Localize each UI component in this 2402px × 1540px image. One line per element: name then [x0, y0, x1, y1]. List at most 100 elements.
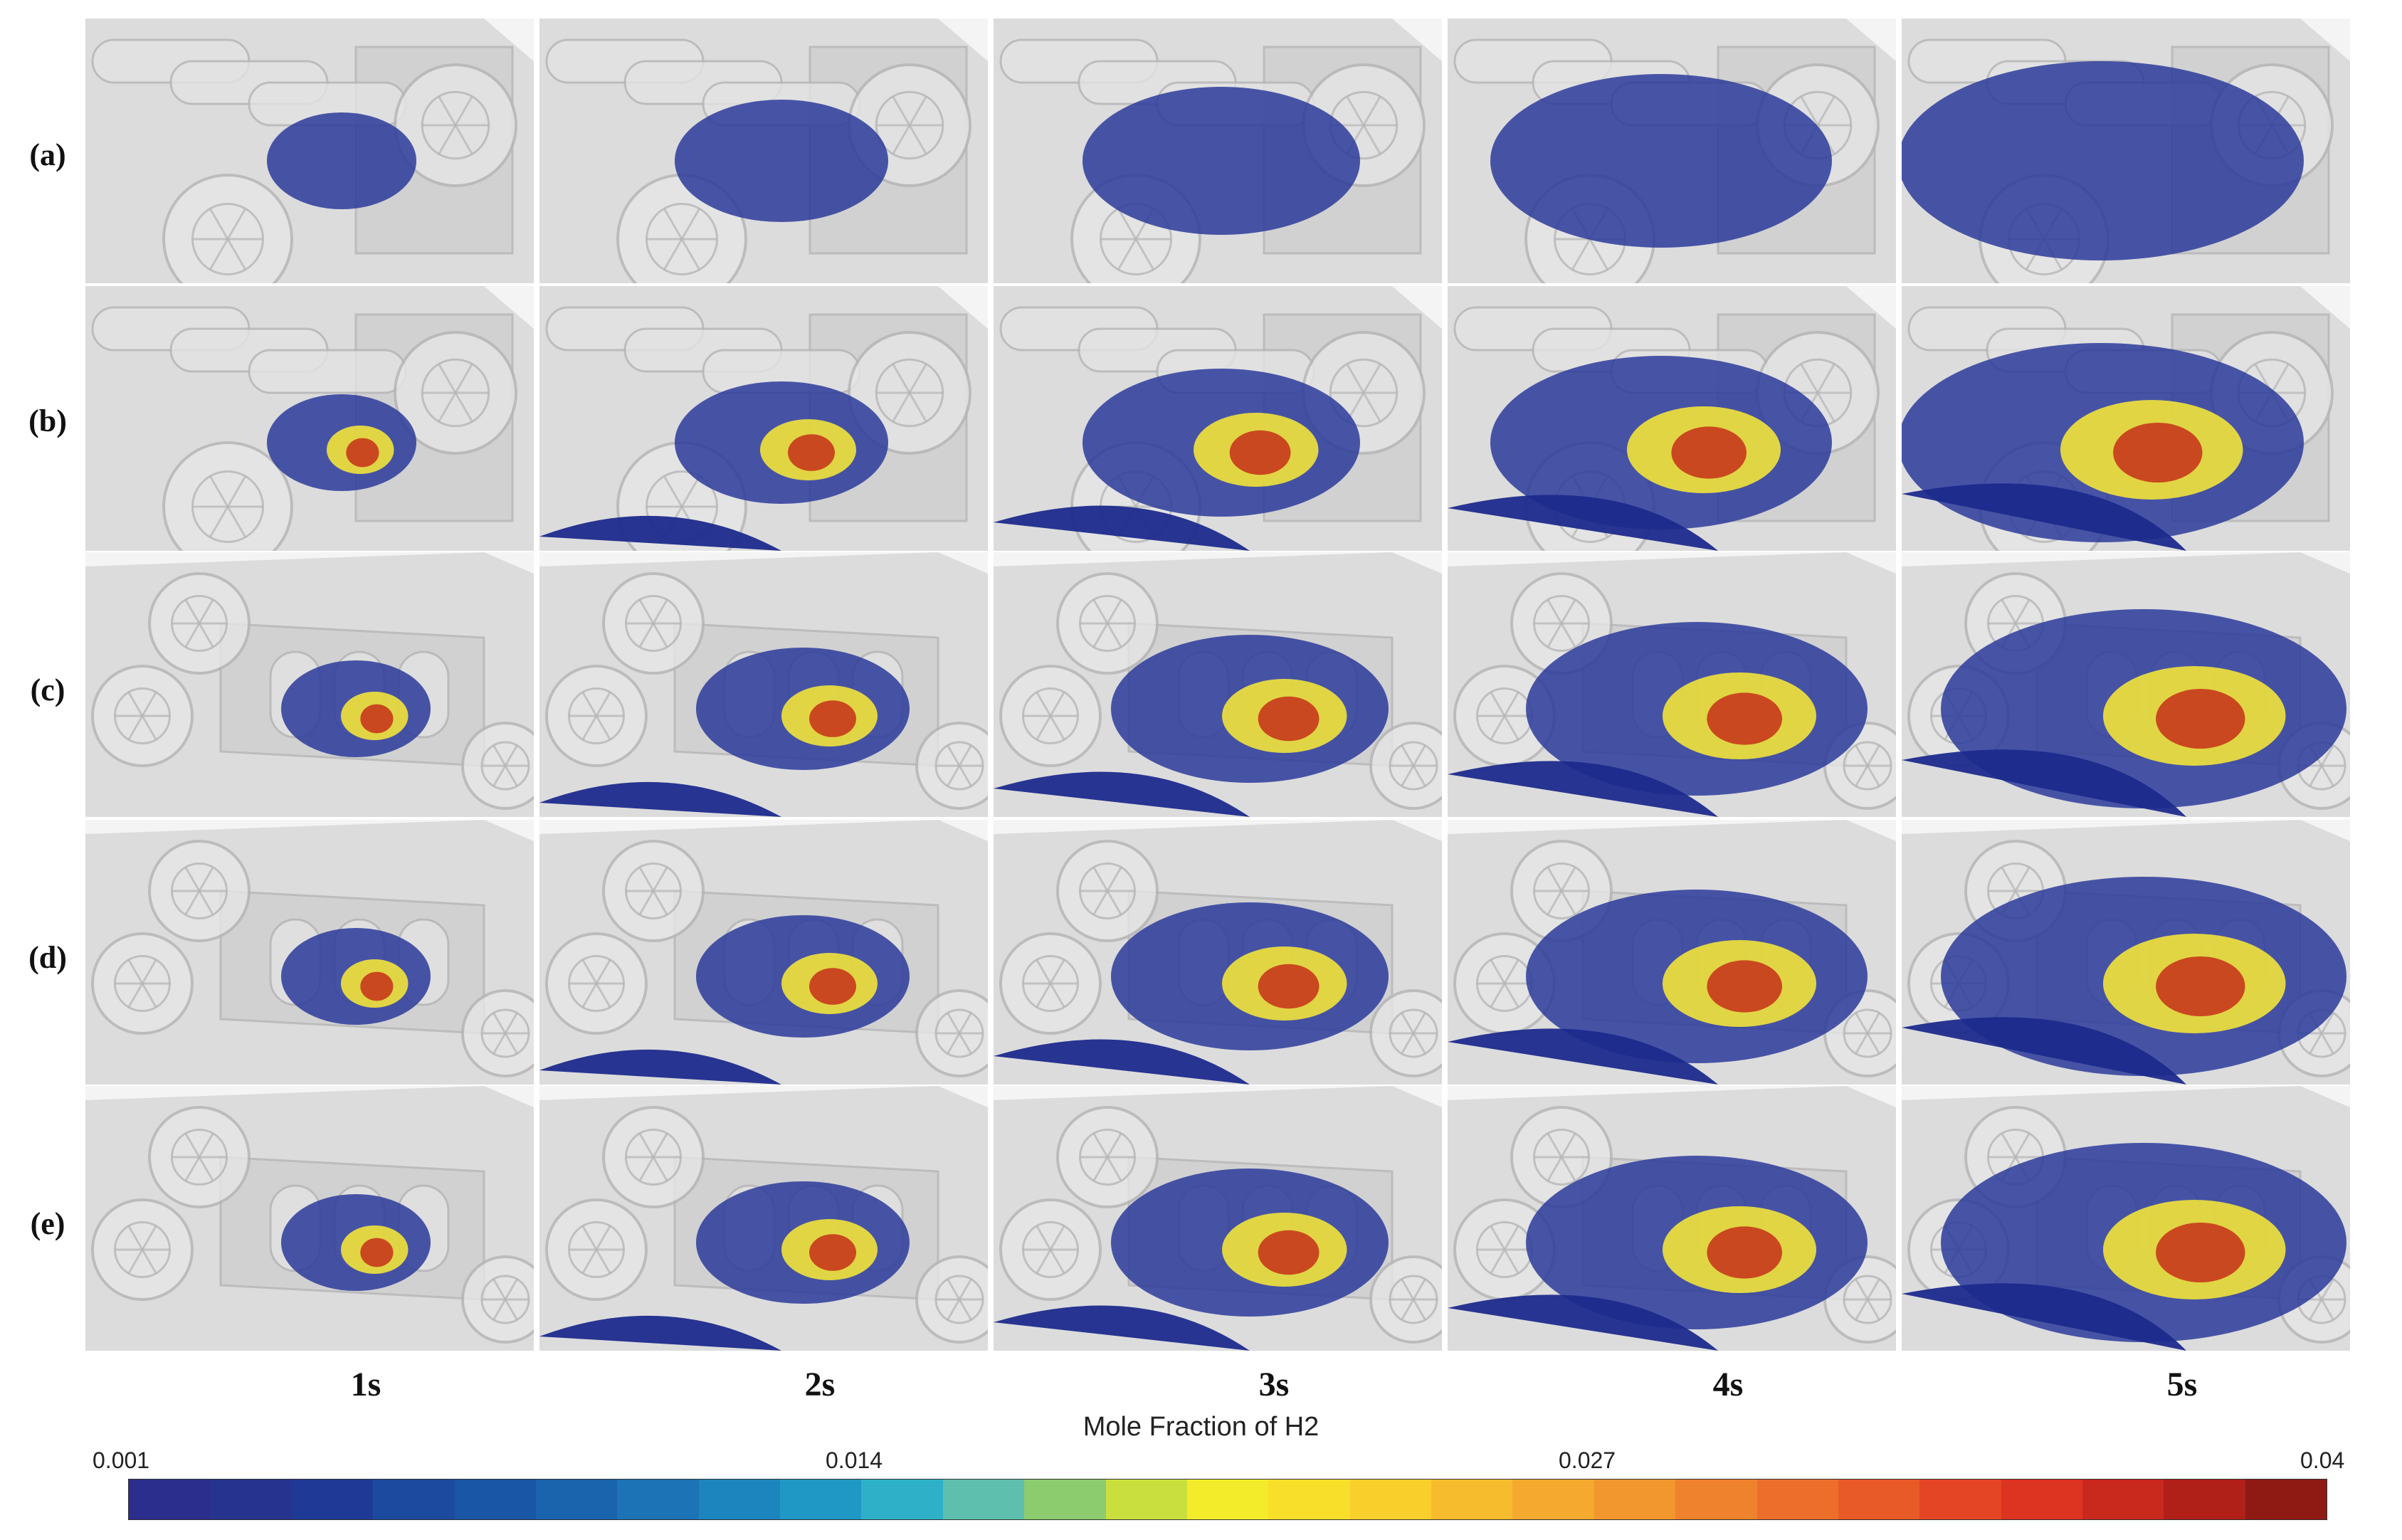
sim-panel-c-5	[1902, 552, 2350, 817]
sim-panel-b-3	[994, 286, 1442, 551]
colorbar	[128, 1479, 2327, 1520]
sim-panel-c-3	[994, 552, 1442, 817]
wheel-shape	[148, 572, 251, 675]
colorbar-swatch	[2001, 1480, 2082, 1519]
wheel-shape	[394, 331, 517, 455]
h2-plume-core	[1229, 430, 1291, 475]
h2-plume-core	[809, 968, 856, 1005]
colorbar-swatch	[1024, 1480, 1106, 1519]
sim-panel-d-5	[1902, 820, 2350, 1085]
sim-panel-a-1	[85, 19, 534, 283]
h2-ground-layer	[994, 1305, 1250, 1351]
sim-panel-b-1	[85, 286, 534, 551]
h2-plume-outer	[675, 100, 888, 222]
row-label-d: (d)	[28, 940, 67, 975]
colorbar-swatch	[861, 1480, 943, 1519]
wheel-shape	[162, 441, 293, 551]
colorbar-swatch	[535, 1480, 618, 1519]
colorbar-swatch	[780, 1480, 862, 1519]
sim-panel-e-2	[539, 1086, 988, 1351]
h2-ground-layer	[539, 1315, 781, 1351]
row-label-b: (b)	[28, 404, 67, 438]
wheel-shape	[461, 989, 534, 1077]
h2-ground-layer	[994, 505, 1250, 551]
wheel-shape	[1369, 989, 1442, 1077]
h2-ground-layer	[1902, 749, 2186, 817]
h2-plume-core	[2113, 423, 2203, 482]
h2-ground-layer	[539, 1049, 781, 1085]
sim-panel-c-1	[85, 552, 534, 817]
sim-panel-c-2	[539, 552, 988, 817]
wheel-shape	[602, 1106, 705, 1208]
h2-plume-core	[2156, 1223, 2245, 1282]
wheel-shape	[915, 1255, 988, 1344]
h2-ground-layer	[994, 1039, 1250, 1085]
wheel-shape	[545, 665, 648, 767]
colorbar-swatch	[2245, 1480, 2327, 1519]
h2-ground-layer	[1448, 1028, 1718, 1085]
sim-panel-e-4	[1448, 1086, 1896, 1351]
h2-plume-core	[809, 700, 856, 737]
wheel-shape	[461, 1255, 534, 1344]
h2-plume-core	[2156, 689, 2245, 749]
row-label-e: (e)	[30, 1206, 65, 1241]
colorbar-swatch	[1105, 1480, 1187, 1519]
sim-panel-a-3	[994, 19, 1442, 283]
colorbar-swatch	[1594, 1480, 1676, 1519]
colorbar-swatch	[617, 1480, 699, 1519]
h2-plume-outer	[1902, 61, 2304, 260]
colorbar-swatch	[1675, 1480, 1757, 1519]
sim-panel-d-4	[1448, 820, 1896, 1085]
wheel-shape	[461, 722, 534, 810]
h2-plume-core	[2156, 956, 2245, 1016]
sim-panel-e-5	[1902, 1086, 2350, 1351]
row-label-c: (c)	[30, 673, 65, 707]
sim-panel-a-4	[1448, 19, 1896, 283]
colorbar-swatch	[454, 1480, 536, 1519]
wheel-shape	[148, 1106, 251, 1208]
colorbar-swatch	[1756, 1480, 1838, 1519]
sim-panel-c-4	[1448, 552, 1896, 817]
colorbar-tick-min: 0.001	[93, 1447, 150, 1473]
colorbar-tick-3: 0.027	[1559, 1447, 1616, 1473]
wheel-shape	[999, 932, 1102, 1035]
wheel-shape	[915, 722, 988, 810]
h2-plume-outer	[1490, 74, 1832, 248]
sim-panel-a-2	[539, 19, 988, 283]
colorbar-swatch	[942, 1480, 1025, 1519]
wheel-shape	[148, 840, 251, 942]
wheel-shape	[1453, 1198, 1556, 1301]
h2-ground-layer	[1902, 1283, 2186, 1351]
sim-panel-b-4	[1448, 286, 1896, 551]
sim-panel-d-2	[539, 820, 988, 1085]
colorbar-swatch	[1838, 1480, 1920, 1519]
wheel-shape	[602, 572, 705, 675]
time-label-1s: 1s	[350, 1366, 381, 1403]
wheel-shape	[91, 1198, 194, 1301]
colorbar-swatch	[210, 1480, 292, 1519]
sim-panel-d-1	[85, 820, 534, 1085]
colorbar-tick-max: 0.04	[2300, 1447, 2345, 1473]
h2-ground-layer	[994, 771, 1250, 817]
colorbar-tick-2: 0.014	[826, 1447, 883, 1473]
time-label-5s: 5s	[2166, 1366, 2198, 1403]
colorbar-swatch	[1349, 1480, 1431, 1519]
h2-plume-core	[1258, 696, 1319, 742]
wheel-shape	[162, 174, 293, 283]
h2-plume-core	[1707, 960, 1782, 1013]
wheel-shape	[545, 1198, 648, 1301]
wheel-shape	[1369, 1255, 1442, 1344]
h2-plume-core	[809, 1234, 856, 1271]
h2-ground-layer	[1448, 761, 1718, 817]
h2-plume-core	[1258, 1230, 1319, 1275]
time-label-3s: 3s	[1258, 1366, 1290, 1403]
colorbar-swatch	[1919, 1480, 2001, 1519]
wheel-shape	[394, 63, 517, 187]
h2-plume-core	[360, 1238, 394, 1267]
wheel-shape	[91, 665, 194, 767]
colorbar-swatch	[1512, 1480, 1594, 1519]
wheel-shape	[999, 665, 1102, 767]
wheel-shape	[1369, 722, 1442, 810]
colorbar-swatch	[2164, 1480, 2245, 1519]
colorbar-swatch	[698, 1480, 780, 1519]
